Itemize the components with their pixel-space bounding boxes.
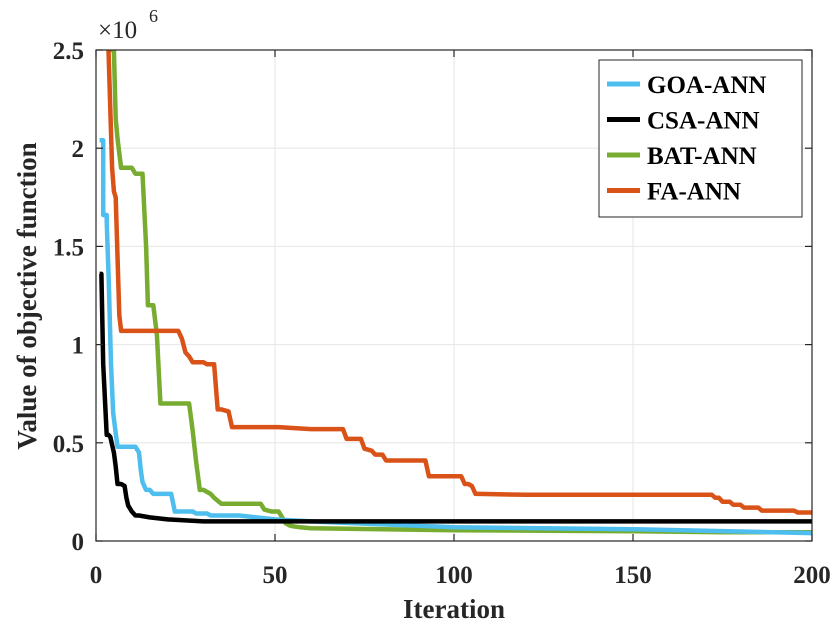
y-tick-label: 2 [72, 136, 85, 163]
series-group [99, 50, 812, 536]
tick-labels: 0 50 100 150 200 0 0.5 1 1.5 2 2.5 [53, 38, 831, 589]
series-line-bat-ann [110, 50, 812, 535]
y-tick-label: 1.5 [53, 234, 84, 261]
legend-label-csa-ann: CSA-ANN [647, 108, 760, 135]
y-tick-label: 2.5 [53, 38, 84, 65]
y-axis-label: Value of objective function [12, 142, 42, 449]
legend: GOA-ANN CSA-ANN BAT-ANN FA-ANN [598, 59, 803, 218]
series-line-goa-ann [99, 138, 812, 536]
legend-label-fa-ann: FA-ANN [647, 179, 741, 206]
y-tick-label: 1 [72, 333, 85, 360]
y-axis-exponent: ×10 6 [98, 6, 158, 44]
x-tick-label: 200 [793, 562, 831, 589]
exponent-base: ×10 [98, 17, 137, 44]
y-tick-label: 0.5 [53, 431, 84, 458]
y-tick-label: 0 [72, 529, 85, 556]
x-tick-label: 150 [614, 562, 652, 589]
legend-label-goa-ann: GOA-ANN [647, 72, 766, 99]
exponent-power: 6 [149, 6, 158, 26]
x-tick-label: 0 [90, 562, 103, 589]
series-line-csa-ann [99, 271, 812, 524]
legend-label-bat-ann: BAT-ANN [647, 143, 757, 170]
series-line-fa-ann [106, 50, 812, 515]
x-tick-label: 50 [263, 562, 288, 589]
x-axis-label: Iteration [403, 594, 505, 624]
x-tick-label: 100 [435, 562, 473, 589]
ticks [95, 49, 813, 542]
